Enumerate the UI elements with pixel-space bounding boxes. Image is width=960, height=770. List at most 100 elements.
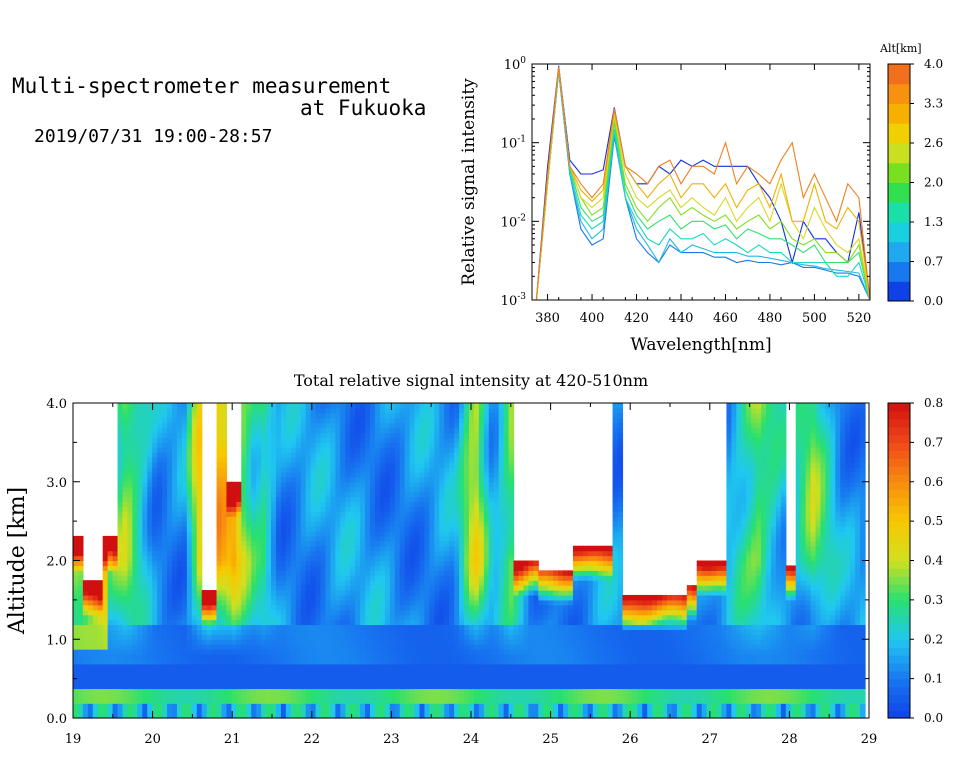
- heatmap-cell: [374, 535, 381, 542]
- heatmap-cell: [370, 422, 376, 429]
- spectrum-colorbar-swatch: [888, 103, 910, 124]
- heatmap-cell: [290, 462, 297, 468]
- heatmap-cell: [454, 639, 460, 645]
- heatmap-cell: [157, 619, 163, 626]
- heatmap-cell: [394, 491, 401, 498]
- heatmap-cell: [127, 698, 133, 704]
- heatmap-cell: [147, 437, 153, 443]
- heatmap-cell: [82, 713, 89, 719]
- heatmap-cell: [241, 412, 247, 419]
- heatmap-cell: [122, 403, 129, 409]
- heatmap-cell: [295, 565, 302, 571]
- heatmap-cell: [137, 511, 143, 517]
- heatmap-cell: [464, 663, 470, 670]
- heatmap-cell: [454, 585, 460, 591]
- heatmap-cell: [340, 535, 346, 542]
- heatmap-cell: [152, 683, 158, 690]
- heatmap-cell: [241, 530, 247, 537]
- heatmap-cell: [419, 555, 426, 562]
- heatmap-cell: [266, 447, 272, 453]
- heatmap-cell: [409, 658, 416, 665]
- heatmap-cell: [181, 496, 188, 503]
- heatmap-cell: [379, 521, 386, 527]
- heatmap-cell: [231, 698, 237, 704]
- heatmap-cell: [275, 708, 282, 714]
- heatmap-cell: [162, 403, 168, 409]
- heatmap-cell: [305, 565, 312, 571]
- heatmap-cell: [464, 535, 470, 542]
- heatmap-cell: [117, 668, 124, 675]
- heatmap-cell: [261, 491, 267, 498]
- heatmap-cell: [320, 590, 327, 596]
- heatmap-cell: [196, 590, 203, 596]
- heatmap-cell: [241, 506, 247, 512]
- heatmap-cell: [424, 466, 431, 473]
- heatmap-cell: [147, 678, 153, 685]
- heatmap-cell: [206, 599, 213, 606]
- heatmap-cell: [414, 708, 421, 714]
- heatmap-cell: [226, 644, 232, 650]
- heatmap-cell: [330, 530, 336, 537]
- heatmap-cell: [449, 462, 455, 468]
- heatmap-cell: [310, 550, 317, 557]
- heatmap-cell: [290, 417, 297, 424]
- heatmap-cell: [186, 535, 193, 542]
- heatmap-cell: [404, 471, 411, 478]
- heatmap-cell: [424, 560, 431, 567]
- heatmap-cell: [439, 452, 445, 458]
- heatmap-cell: [216, 575, 223, 581]
- heatmap-cell: [266, 486, 272, 493]
- heatmap-cell: [266, 668, 272, 675]
- heatmap-cell: [439, 585, 445, 591]
- heatmap-cell: [434, 481, 440, 488]
- heatmap-cell: [350, 678, 356, 685]
- heatmap-cell: [473, 688, 480, 694]
- heatmap-cell: [266, 644, 272, 650]
- heatmap-cell: [335, 501, 341, 507]
- heatmap-cell: [176, 501, 183, 507]
- heatmap-cell: [350, 580, 356, 586]
- heatmap-cell: [310, 649, 317, 655]
- heatmap-cell: [186, 698, 193, 704]
- heatmap-cell: [355, 604, 361, 611]
- heatmap-cell: [419, 412, 426, 419]
- heatmap-cell: [87, 604, 94, 611]
- heatmap-cell: [132, 437, 138, 443]
- heatmap-cell: [251, 491, 257, 498]
- heatmap-cell: [374, 437, 381, 443]
- heatmap-cell: [295, 668, 302, 675]
- heatmap-cell: [384, 609, 391, 616]
- heatmap-cell: [379, 703, 386, 709]
- heatmap-cell: [355, 688, 361, 694]
- heatmap-cell: [221, 501, 228, 507]
- heatmap-cell: [374, 658, 381, 665]
- heatmap-cell: [360, 466, 366, 473]
- heatmap-cell: [464, 412, 470, 419]
- heatmap-cell: [132, 654, 138, 660]
- heatmap-cell: [384, 476, 391, 483]
- heatmap-cell: [459, 501, 465, 507]
- heatmap-cell: [191, 466, 198, 473]
- heatmap-cell: [350, 688, 356, 694]
- heatmap-cell: [464, 442, 470, 448]
- heatmap-cell: [399, 471, 406, 478]
- heatmap-cell: [449, 639, 455, 645]
- heatmap-cell: [226, 486, 232, 493]
- heatmap-cell: [186, 462, 193, 468]
- heatmap-cell: [429, 639, 435, 645]
- heatmap-cell: [157, 486, 163, 493]
- heatmap-cell: [429, 457, 435, 463]
- heatmap-cell: [271, 412, 277, 419]
- heatmap-cell: [201, 614, 208, 621]
- heatmap-cell: [226, 663, 232, 670]
- heatmap-cell: [275, 624, 282, 630]
- heatmap-cell: [290, 545, 297, 552]
- heatmap-cell: [340, 658, 346, 665]
- heatmap-cell: [404, 442, 411, 448]
- heatmap-cell: [374, 639, 381, 645]
- heatmap-cell: [285, 565, 292, 571]
- heatmap-cell: [464, 668, 470, 675]
- heatmap-cell: [152, 491, 158, 498]
- heatmap-cell: [290, 422, 297, 429]
- heatmap-cell: [335, 540, 341, 547]
